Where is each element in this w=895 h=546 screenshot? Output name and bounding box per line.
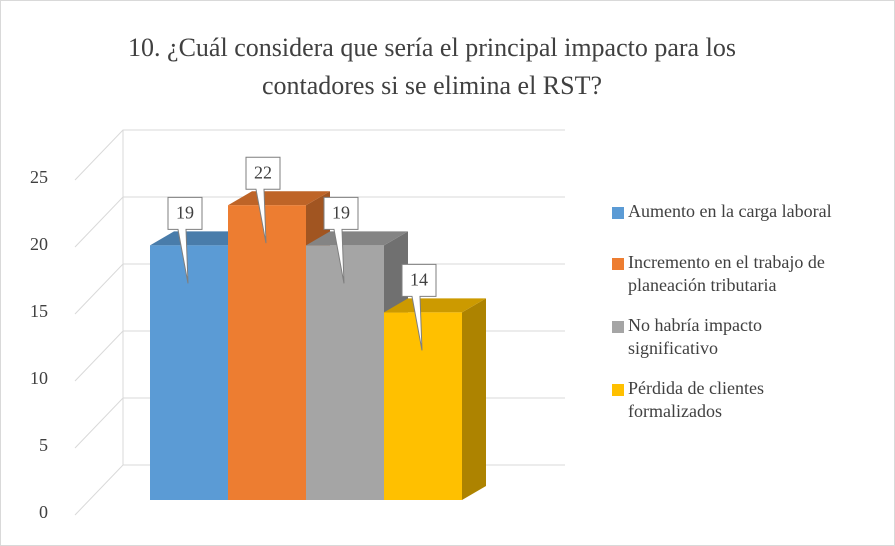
bar xyxy=(384,312,462,500)
legend-label: Pérdida de clientes formalizados xyxy=(628,378,764,421)
data-label: 19 xyxy=(332,203,350,223)
bar xyxy=(306,245,384,500)
bar-top xyxy=(228,191,330,206)
y-tick-label: 15 xyxy=(30,301,48,321)
legend-swatch xyxy=(612,321,624,333)
data-label: 22 xyxy=(254,162,272,182)
y-tick-label: 25 xyxy=(30,167,48,187)
legend-swatch xyxy=(612,384,624,396)
legend-label: No habría impacto significativo xyxy=(628,315,762,358)
data-label-callout xyxy=(167,196,203,284)
y-tick-label: 10 xyxy=(30,368,48,388)
legend-label: Incremento en el trabajo de planeación tr… xyxy=(628,252,825,295)
bar-side xyxy=(462,298,486,500)
data-label: 14 xyxy=(410,270,428,290)
y-tick-label: 5 xyxy=(39,435,48,455)
legend-swatch xyxy=(612,207,624,219)
chart-title: 10. ¿Cuál considera que sería el princip… xyxy=(128,33,736,100)
data-label: 19 xyxy=(176,203,194,223)
y-tick-label: 20 xyxy=(30,234,48,254)
bar xyxy=(150,245,228,500)
bar-top xyxy=(306,231,408,246)
bar xyxy=(228,205,306,500)
legend-swatch xyxy=(612,258,624,270)
data-label-callout xyxy=(401,263,437,351)
bar-top xyxy=(384,298,486,313)
legend-label: Aumento en la carga laboral xyxy=(628,201,832,221)
bar-top xyxy=(150,231,252,246)
y-tick-label: 0 xyxy=(39,502,48,522)
data-label-callout xyxy=(245,156,281,244)
data-label-callout xyxy=(323,196,359,284)
